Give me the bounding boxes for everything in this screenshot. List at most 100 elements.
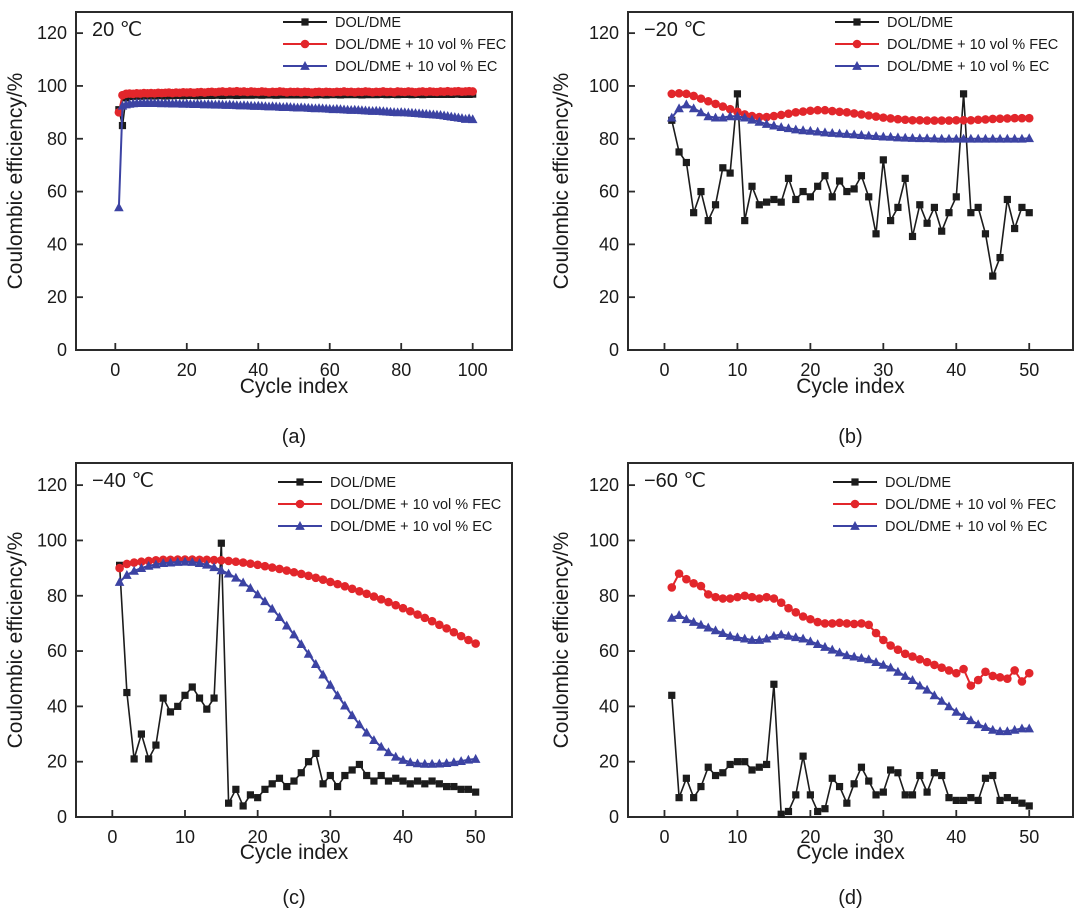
- data-point-circle: [981, 115, 990, 124]
- data-point-circle: [674, 89, 684, 98]
- data-point-triangle-up: [951, 133, 962, 143]
- data-point-square: [675, 794, 683, 802]
- data-point-triangle-up: [114, 202, 124, 212]
- data-point-square: [377, 771, 385, 780]
- data-point-square: [225, 799, 233, 807]
- x-tick-label: 20: [800, 360, 820, 380]
- data-point-circle: [129, 558, 139, 567]
- data-point-circle: [260, 561, 270, 571]
- data-point-triangle-up: [412, 758, 423, 768]
- y-tick-label: 120: [37, 23, 67, 43]
- data-point-triangle-up: [332, 690, 343, 700]
- data-point-circle: [1003, 674, 1012, 684]
- data-point-circle: [1003, 114, 1012, 123]
- x-tick-label: 40: [393, 827, 413, 847]
- data-point-triangle-up: [812, 126, 823, 136]
- plot-frame: [75, 462, 513, 818]
- data-point-triangle-up: [747, 114, 757, 124]
- data-point-circle: [762, 592, 771, 602]
- data-point-circle: [784, 109, 793, 118]
- x-tick-label: 0: [659, 360, 669, 380]
- data-point-square: [741, 758, 749, 766]
- y-tick-label: 0: [609, 807, 619, 827]
- data-point-circle: [282, 566, 292, 575]
- data-point-triangle-up: [936, 695, 947, 705]
- data-point-triangle-up: [769, 120, 779, 130]
- temperature-label: −20 ℃: [644, 19, 706, 41]
- data-point-circle: [835, 618, 844, 628]
- data-point-circle: [696, 94, 706, 103]
- data-point-square: [850, 185, 858, 193]
- data-point-square: [246, 791, 254, 799]
- data-point-circle: [725, 104, 735, 114]
- x-axis-label: Cycle index: [796, 375, 905, 398]
- y-tick-label: 40: [47, 696, 67, 716]
- data-point-circle: [922, 657, 932, 667]
- data-point-circle: [333, 579, 342, 589]
- data-point-circle: [362, 589, 371, 599]
- data-point-square: [938, 227, 946, 235]
- data-point-square: [923, 788, 931, 796]
- legend-marker-square-icon: [296, 478, 304, 486]
- x-tick-label: 60: [320, 360, 340, 380]
- data-point-triangle-up: [180, 556, 190, 566]
- data-point-circle: [806, 106, 815, 116]
- data-point-circle: [246, 559, 255, 568]
- data-point-triangle-up: [681, 99, 692, 109]
- subplot-d: 0 10 20 30 40 50 0 20 40 60 80 100 120 Cycle index (d)…: [550, 462, 1074, 909]
- legend-marker-square-icon: [301, 18, 309, 26]
- data-point-triangle-up: [761, 633, 772, 643]
- data-point-circle: [864, 111, 874, 120]
- data-point-square: [763, 198, 771, 206]
- data-point-square: [828, 774, 836, 782]
- data-point-triangle-up: [739, 633, 750, 643]
- data-point-square: [843, 799, 851, 807]
- legend-marker-circle-icon: [295, 499, 305, 509]
- data-point-circle: [238, 558, 248, 567]
- data-point-triangle-up: [849, 651, 859, 661]
- data-point-circle: [908, 115, 917, 125]
- subplot-a: 0 20 40 60 80 100 0 20 40 60 80 100 120 Cycle index (a…: [4, 11, 513, 448]
- data-point-circle: [930, 116, 939, 125]
- legend-marker-circle-icon: [850, 499, 860, 509]
- data-point-square: [682, 774, 690, 782]
- data-point-square: [210, 694, 218, 702]
- data-point-square: [996, 796, 1004, 805]
- y-tick-label: 60: [599, 641, 619, 661]
- data-point-triangle-up: [172, 557, 183, 566]
- data-point-triangle-up: [136, 563, 147, 572]
- data-point-circle: [806, 614, 815, 624]
- data-point-square: [290, 777, 298, 785]
- data-point-square: [399, 777, 407, 785]
- data-point-circle: [820, 105, 830, 115]
- legend-marker-triangle-up-icon: [300, 61, 310, 70]
- data-point-triangle-up: [252, 589, 263, 599]
- data-point-circle: [1010, 113, 1019, 123]
- data-point-triangle-up: [863, 130, 874, 140]
- data-point-triangle-up: [878, 659, 889, 669]
- data-point-square: [733, 90, 742, 98]
- data-point-triangle-up: [231, 572, 241, 582]
- data-point-square: [996, 253, 1004, 262]
- data-point-square: [697, 782, 705, 791]
- data-point-circle: [973, 115, 983, 125]
- data-point-circle: [886, 114, 895, 123]
- data-point-triangle-up: [202, 559, 212, 569]
- data-point-square: [137, 730, 145, 738]
- data-point-square: [304, 758, 313, 766]
- data-point-circle: [995, 673, 1005, 682]
- data-point-triangle-up: [1002, 133, 1013, 143]
- data-point-square: [901, 174, 909, 182]
- data-point-circle: [682, 89, 691, 99]
- data-point-triangle-up: [311, 659, 321, 668]
- data-point-square: [704, 763, 712, 771]
- data-point-circle: [849, 109, 859, 118]
- data-point-circle: [703, 96, 713, 106]
- data-point-square: [981, 774, 990, 782]
- series-line: [671, 613, 1030, 733]
- legend-label: DOL/DME: [335, 15, 401, 31]
- data-point-circle: [224, 556, 233, 566]
- data-point-triangle-up: [260, 596, 270, 606]
- y-tick-label: 120: [589, 475, 619, 495]
- data-point-square: [675, 148, 683, 156]
